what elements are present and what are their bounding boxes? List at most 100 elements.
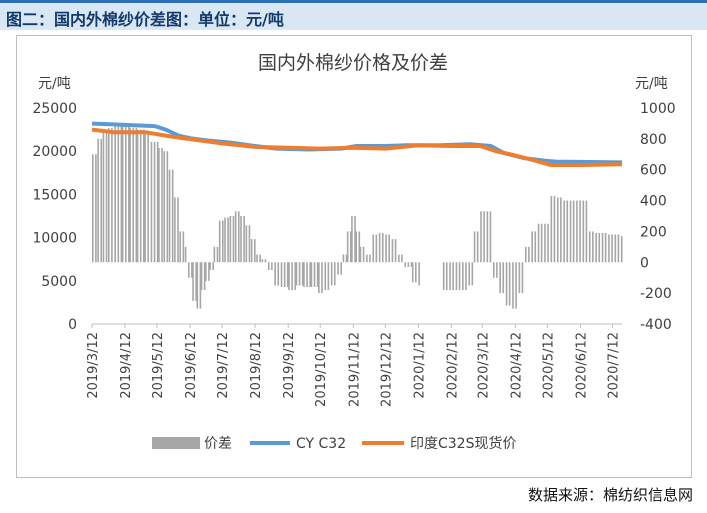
- spread-bar: [372, 234, 375, 263]
- spread-bar: [512, 262, 514, 309]
- spread-bar: [462, 262, 464, 291]
- right-tick-label: 0: [640, 255, 649, 271]
- right-tick-label: -200: [640, 286, 672, 302]
- spread-bar: [333, 262, 336, 286]
- spread-bar: [489, 211, 492, 263]
- data-source-note: 数据来源：棉纺织信息网: [527, 486, 693, 504]
- page-title: 图二：国内外棉纱价差图：单位：元/吨: [6, 10, 284, 29]
- spread-bar: [234, 211, 237, 263]
- spread-bar: [354, 216, 356, 263]
- spread-bar: [150, 141, 153, 263]
- x-tick-label: 2020/1/12: [412, 332, 427, 399]
- spread-bar: [385, 234, 387, 263]
- spread-bar: [445, 262, 448, 291]
- spread-bar: [166, 151, 169, 263]
- spread-bar: [531, 231, 533, 263]
- x-tick-label: 2020/3/12: [476, 332, 491, 399]
- x-tick-label: 2020/5/12: [541, 332, 556, 399]
- left-tick-label: 25000: [32, 101, 77, 117]
- spread-bar: [614, 234, 617, 263]
- spread-bar: [313, 262, 316, 287]
- spread-bar: [418, 262, 420, 286]
- spread-bar: [310, 262, 313, 287]
- spread-bar: [163, 151, 166, 263]
- spread-bar: [359, 246, 362, 263]
- spread-bar: [121, 126, 124, 263]
- left-tick-label: 20000: [32, 144, 77, 160]
- x-tick-label: 2020/7/12: [606, 332, 621, 399]
- x-tick-label: 2019/10/12: [314, 332, 329, 407]
- legend-label-india: 印度C32S现货价: [410, 435, 516, 452]
- spread-bar: [135, 128, 138, 263]
- spread-bar: [473, 231, 476, 263]
- spread-bar: [458, 262, 461, 291]
- spread-bar: [340, 262, 342, 275]
- spread-bar: [394, 239, 397, 263]
- spread-bar: [411, 262, 414, 283]
- spread-bar: [212, 262, 214, 270]
- spread-bar: [156, 141, 159, 263]
- spread-bar: [97, 138, 99, 263]
- spread-bar: [576, 200, 578, 263]
- spread-bar: [245, 225, 248, 263]
- spread-bar: [153, 141, 156, 263]
- spread-bar: [95, 154, 97, 263]
- spread-bar: [295, 262, 298, 286]
- spread-bar: [388, 234, 390, 263]
- spread-bar: [286, 262, 289, 287]
- spread-bar: [168, 169, 171, 263]
- spread-bar: [378, 232, 381, 263]
- spread-bar: [442, 262, 445, 291]
- spread-bar: [274, 262, 276, 286]
- spread-bar: [515, 262, 517, 309]
- spread-bar: [195, 262, 197, 301]
- spread-bar: [358, 231, 361, 263]
- spread-bar: [415, 262, 417, 283]
- spread-bar: [174, 197, 176, 263]
- spread-bar: [540, 223, 543, 263]
- spread-bar: [105, 131, 108, 263]
- spread-bar: [362, 246, 365, 263]
- spread-bar: [213, 246, 216, 263]
- spread-bar: [261, 259, 264, 263]
- spread-bar: [398, 254, 400, 263]
- spread-bar: [108, 128, 110, 263]
- left-tick-label: 0: [68, 317, 77, 333]
- spread-bar: [569, 200, 572, 263]
- spread-bar: [114, 126, 116, 263]
- x-tick-label: 2020/6/12: [574, 332, 589, 399]
- spread-bar: [617, 234, 620, 263]
- right-axis-unit: 元/吨: [635, 76, 668, 92]
- spread-bar: [611, 234, 613, 263]
- x-tick-label: 2019/12/12: [379, 332, 394, 407]
- spread-bar: [342, 254, 345, 263]
- x-tick-label: 2019/11/12: [347, 332, 362, 407]
- spread-bar: [309, 262, 311, 287]
- spread-bar: [271, 262, 273, 270]
- spread-bar: [253, 239, 256, 263]
- spread-bar: [518, 262, 521, 294]
- spread-bar: [346, 231, 349, 263]
- spread-bar: [544, 223, 546, 263]
- right-tick-label: 600: [640, 163, 667, 179]
- spread-bar: [608, 234, 610, 263]
- spread-bar: [139, 129, 142, 263]
- spread-bar: [229, 216, 232, 263]
- x-tick-label: 2020/4/12: [509, 332, 524, 399]
- spread-bar: [132, 128, 135, 263]
- spread-bar: [455, 262, 458, 291]
- spread-bar: [117, 126, 120, 263]
- spread-bar: [196, 262, 199, 309]
- spread-bar: [142, 129, 145, 263]
- left-tick-label: 10000: [32, 231, 77, 247]
- spread-bar: [177, 197, 179, 263]
- spread-bar: [345, 254, 348, 263]
- spread-bar: [92, 154, 94, 263]
- spread-bar: [203, 262, 206, 291]
- spread-bar: [238, 211, 240, 263]
- spread-bar: [136, 129, 139, 263]
- spread-bar: [208, 262, 210, 281]
- spread-bar: [553, 195, 556, 263]
- spread-bar: [200, 262, 203, 291]
- spread-bar: [298, 262, 301, 286]
